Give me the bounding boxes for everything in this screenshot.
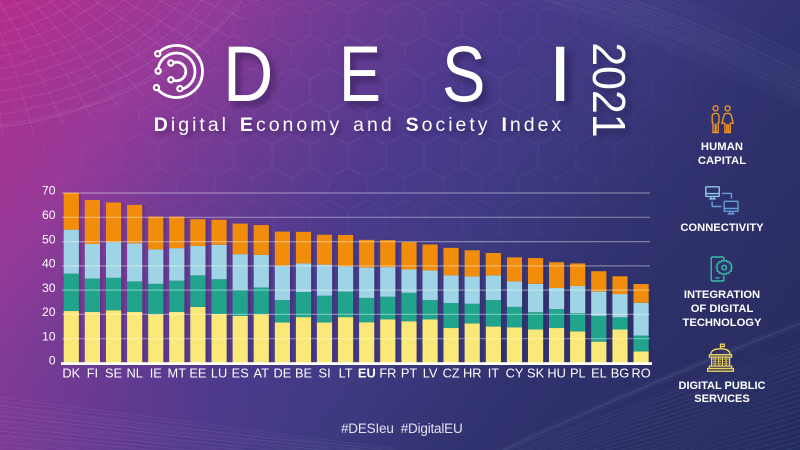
svg-text:0: 0 (49, 354, 56, 368)
svg-text:40: 40 (42, 257, 56, 271)
svg-text:LU: LU (211, 366, 227, 381)
svg-text:IE: IE (150, 366, 162, 381)
svg-text:EE: EE (189, 366, 206, 381)
svg-text:30: 30 (42, 281, 56, 295)
svg-text:RO: RO (631, 366, 650, 381)
svg-text:HR: HR (463, 366, 481, 381)
svg-text:DE: DE (274, 366, 292, 381)
svg-text:NL: NL (127, 366, 143, 381)
svg-text:MT: MT (168, 366, 187, 381)
svg-text:ES: ES (232, 366, 249, 381)
svg-text:20: 20 (42, 305, 56, 319)
svg-text:EL: EL (591, 366, 607, 381)
svg-text:EU: EU (358, 366, 376, 381)
svg-text:PL: PL (570, 366, 586, 381)
svg-text:AT: AT (253, 366, 269, 381)
svg-text:PT: PT (401, 366, 418, 381)
svg-text:CY: CY (506, 366, 524, 381)
svg-text:SI: SI (319, 366, 331, 381)
svg-text:10: 10 (42, 329, 56, 343)
svg-text:FI: FI (87, 366, 98, 381)
svg-text:SK: SK (527, 366, 545, 381)
svg-text:CZ: CZ (443, 366, 460, 381)
svg-text:LT: LT (339, 366, 353, 381)
svg-text:FR: FR (379, 366, 396, 381)
svg-text:DK: DK (62, 366, 80, 381)
svg-text:BG: BG (611, 366, 630, 381)
svg-text:LV: LV (423, 366, 438, 381)
svg-text:IT: IT (488, 366, 500, 381)
svg-text:BE: BE (295, 366, 312, 381)
svg-text:60: 60 (42, 208, 56, 222)
svg-text:HU: HU (547, 366, 565, 381)
svg-text:70: 70 (42, 184, 56, 198)
svg-text:50: 50 (42, 232, 56, 246)
svg-text:SE: SE (105, 366, 122, 381)
